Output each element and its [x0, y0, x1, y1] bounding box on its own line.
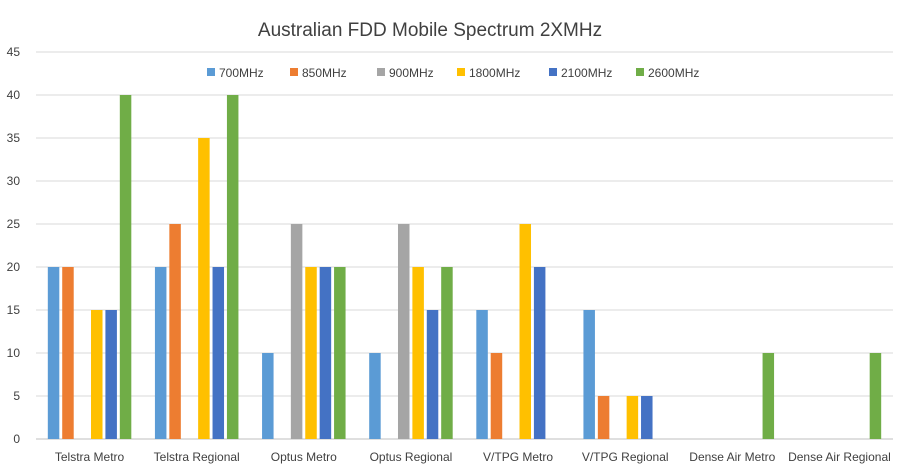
bar [334, 267, 346, 439]
legend-swatch [457, 68, 465, 76]
legend-label: 900MHz [389, 66, 434, 80]
bar [519, 224, 532, 439]
legend-swatch [549, 68, 557, 76]
bar [91, 310, 103, 439]
legend-label: 1800MHz [469, 66, 520, 80]
bar [290, 224, 303, 439]
bar [226, 95, 239, 439]
legend-label: 700MHz [219, 66, 264, 80]
legend-swatch [290, 68, 298, 76]
category-label: V/TPG Metro [483, 450, 553, 464]
legend: 700MHz 850MHz 900MHz 1800MHz 2100MHz 2600MHz [207, 66, 699, 80]
legend-swatch [207, 68, 215, 76]
category-label: Telstra Metro [55, 450, 125, 464]
y-tick-label: 5 [13, 389, 20, 403]
bar [305, 267, 317, 439]
bar [62, 267, 74, 439]
bar [105, 310, 117, 439]
bar [412, 267, 424, 439]
category-label: Dense Air Metro [689, 450, 775, 464]
bar [198, 138, 210, 439]
y-tick-label: 40 [7, 88, 21, 102]
bar [533, 267, 546, 439]
bar [397, 224, 410, 439]
bar [597, 396, 610, 439]
y-tick-label: 35 [7, 131, 21, 145]
legend-label: 850MHz [302, 66, 347, 80]
x-axis-categories: Telstra Metro Telstra Regional Optus Metro… [55, 450, 891, 464]
bar [641, 396, 653, 439]
category-label: Telstra Regional [154, 450, 240, 464]
bar [212, 267, 225, 439]
bar [476, 310, 488, 439]
y-tick-label: 20 [7, 260, 21, 274]
bar [262, 353, 274, 439]
category-label: V/TPG Regional [582, 450, 669, 464]
y-axis-ticks: 0 5 10 15 20 25 30 35 40 45 [7, 45, 21, 446]
bar [169, 224, 181, 439]
bar [626, 396, 639, 439]
legend-label: 2100MHz [561, 66, 612, 80]
y-tick-label: 0 [13, 432, 20, 446]
bar [119, 95, 132, 439]
bar [319, 267, 332, 439]
bar [762, 353, 775, 439]
bars [47, 95, 882, 439]
y-tick-label: 15 [7, 303, 21, 317]
category-label: Optus Metro [271, 450, 337, 464]
bar [426, 310, 439, 439]
bar [441, 267, 453, 439]
bar [583, 310, 595, 439]
bar [369, 353, 381, 439]
chart-title: Australian FDD Mobile Spectrum 2XMHz [258, 20, 602, 41]
legend-swatch [377, 68, 385, 76]
y-tick-label: 25 [7, 217, 21, 231]
bar [490, 353, 503, 439]
y-tick-label: 30 [7, 174, 21, 188]
legend-swatch [636, 68, 644, 76]
y-tick-label: 45 [7, 45, 21, 59]
category-label: Dense Air Regional [788, 450, 891, 464]
category-label: Optus Regional [370, 450, 453, 464]
bar [47, 267, 60, 439]
bar [869, 353, 882, 439]
y-tick-label: 10 [7, 346, 21, 360]
legend-label: 2600MHz [648, 66, 699, 80]
bar [154, 267, 167, 439]
